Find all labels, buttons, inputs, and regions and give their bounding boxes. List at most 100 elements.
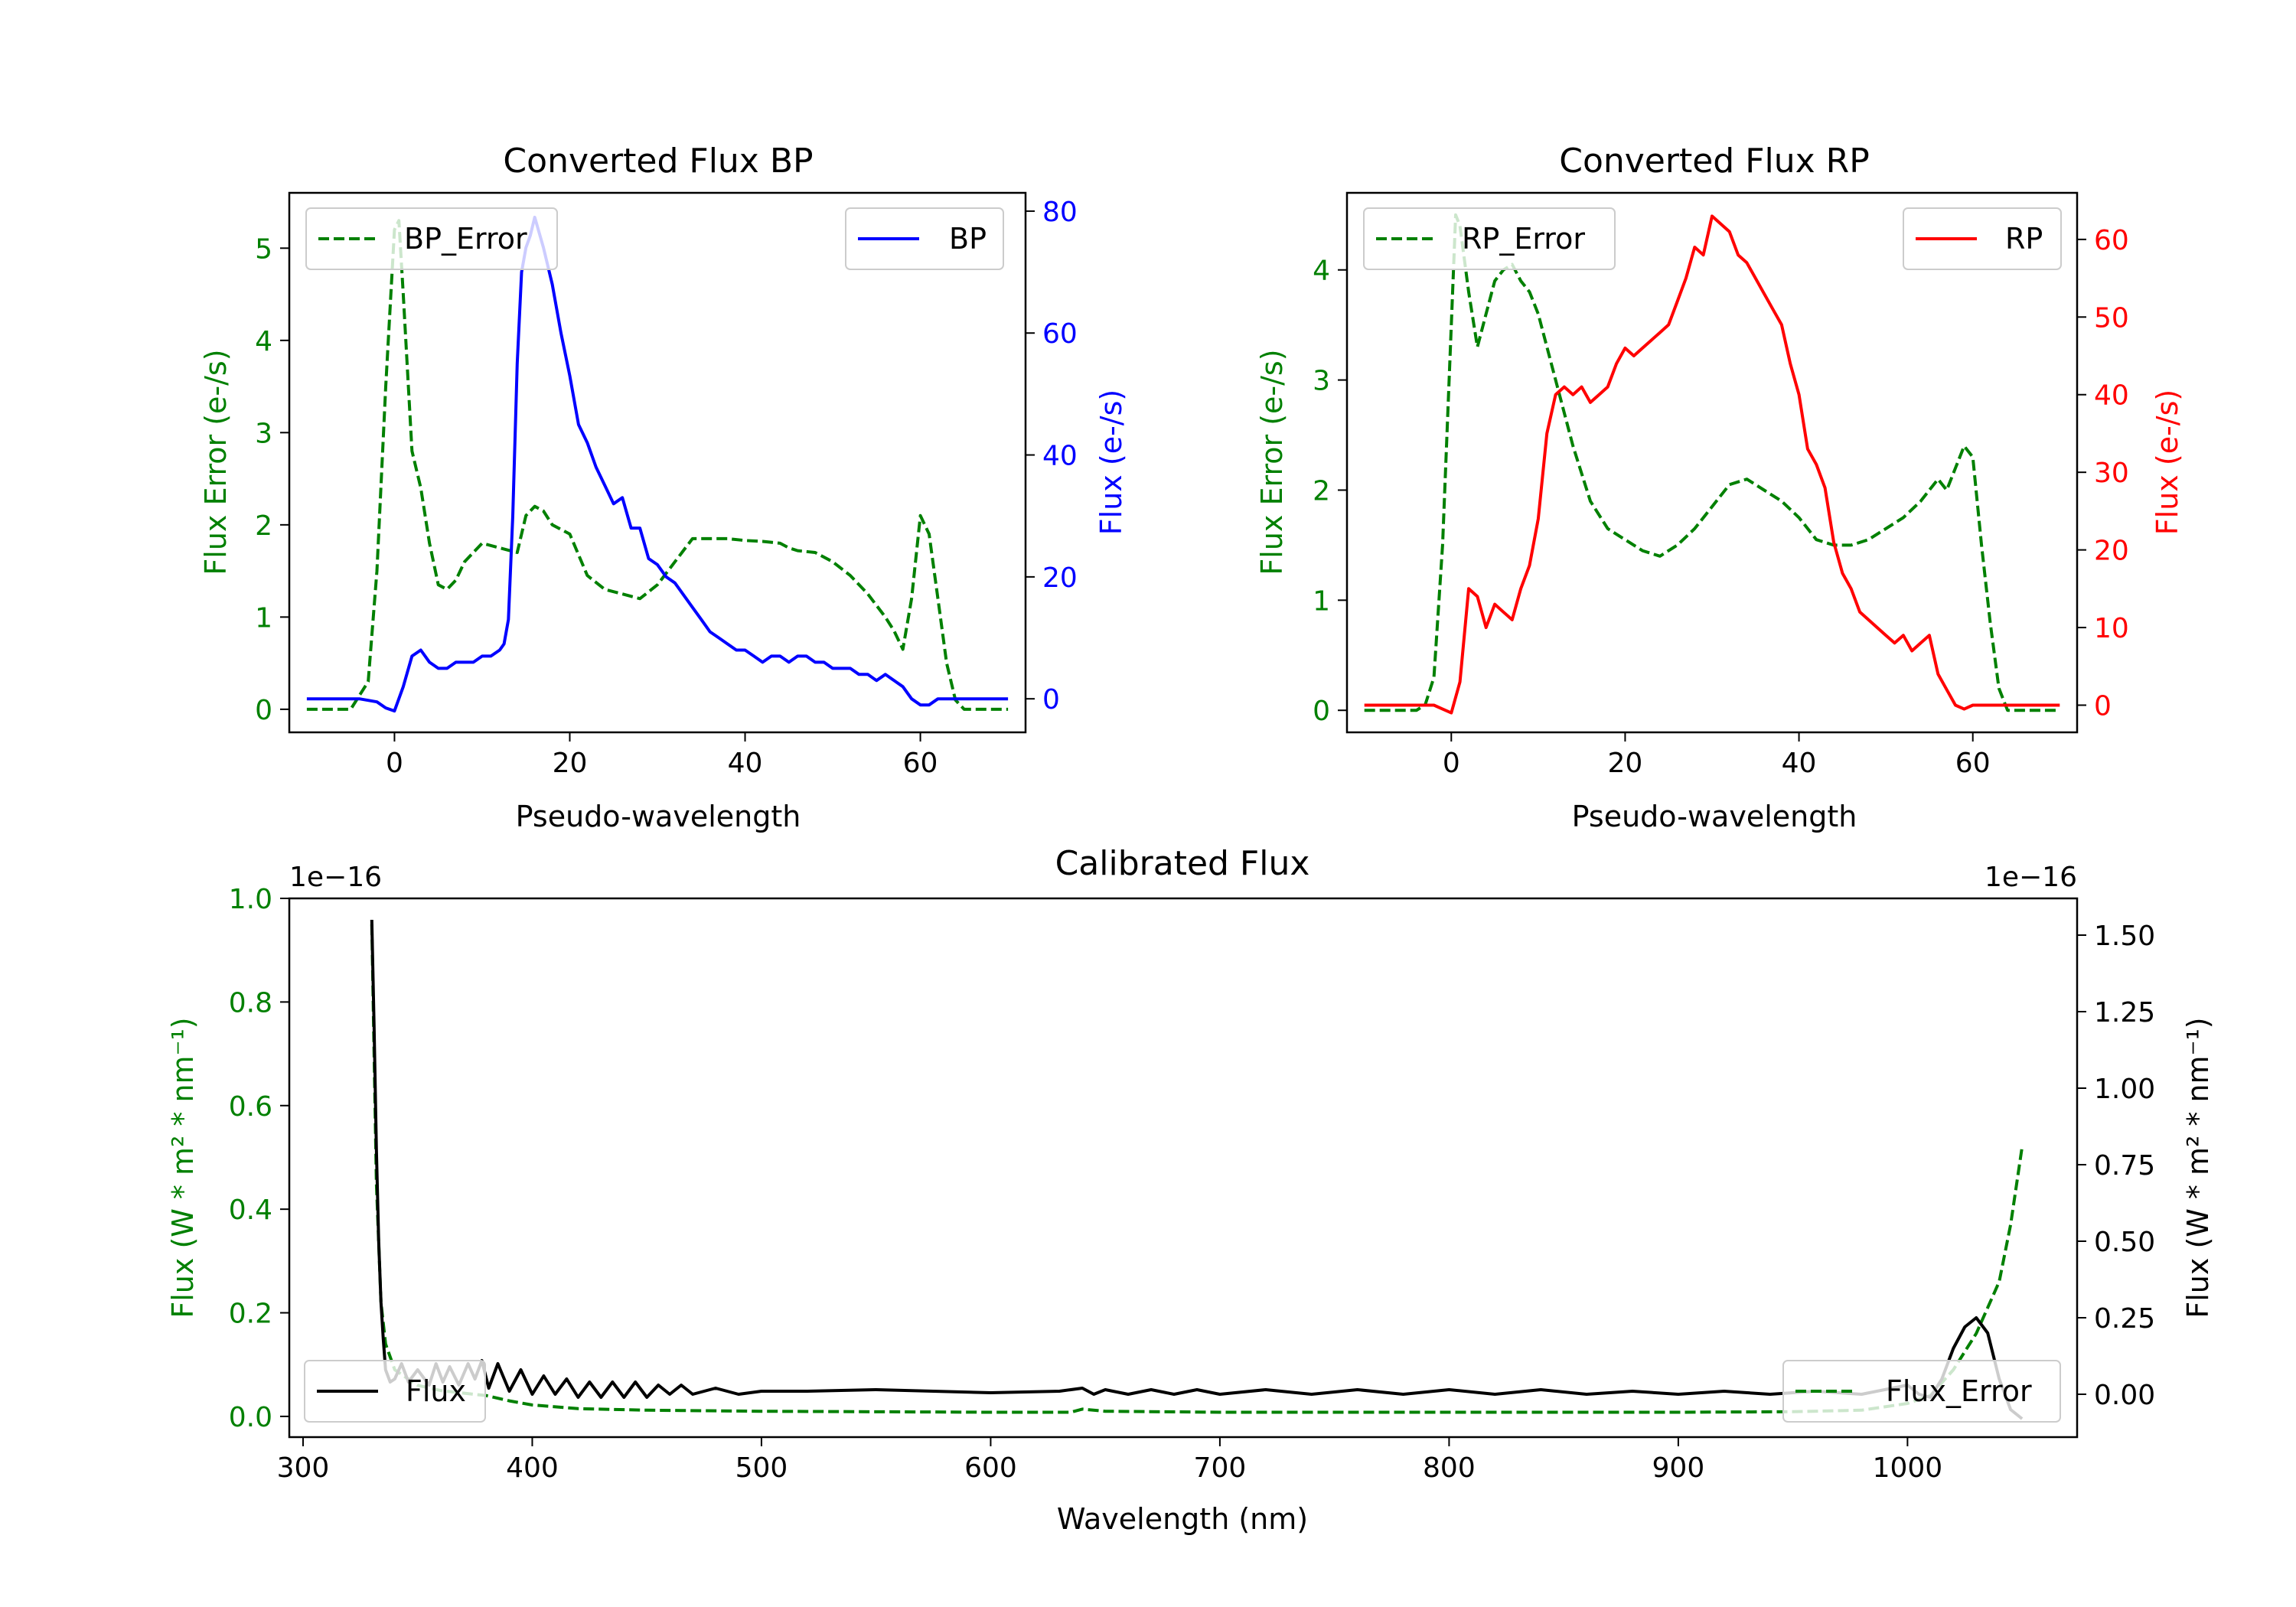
rp-y-right-tick-label: 50 [2094,302,2129,334]
calibrated-y-label-right: Flux (W * m² * nm⁻¹) [2181,1017,2215,1318]
calibrated-y-label-left: Flux (W * m² * nm⁻¹) [166,1017,200,1318]
rp-y-right-tick-label: 60 [2094,225,2129,256]
rp-y-label-left: Flux Error (e-/s) [1255,349,1289,575]
bp-y-right-tick-label: 0 [1042,684,1060,715]
bp-legend-error-box [305,207,558,270]
bp-y-label-left: Flux Error (e-/s) [199,349,233,575]
rp-y-right-tick-label: 0 [2094,690,2112,722]
panel-rp: Converted Flux RP 0 20 40 60012340102030405… [1255,142,2184,833]
bp-y-left-tick-label: 2 [255,510,272,542]
calibrated-y-right-tick-label: 0.50 [2094,1227,2155,1258]
rp-x-label: Pseudo-wavelength [1572,800,1857,833]
calibrated-x-tick-label: 700 [1194,1452,1247,1484]
bp-legend-error-label: BP_Error [404,222,527,256]
bp-y-right-tick-label: 60 [1042,318,1078,350]
bp-y-left-tick-label: 1 [255,602,272,634]
bp-legend-flux: BP [845,207,1004,270]
calibrated-ticks: 300 400 500 600 700 800 900 1000 0.0 0.2 0.4 0.6 0.8… [229,884,2155,1484]
bp-x-tick-label: 20 [553,748,588,779]
calibrated-x-tick-label: 800 [1423,1452,1476,1484]
calibrated-x-label: Wavelength (nm) [1057,1502,1308,1536]
bp-title: Converted Flux BP [503,142,813,181]
calibrated-legend-error-box [1782,1360,2061,1423]
calibrated-legend-flux-label: Flux [406,1374,466,1408]
rp-x-tick-label: 60 [1955,748,1991,779]
calibrated-title: Calibrated Flux [1055,844,1310,883]
calibrated-legend-flux: Flux [304,1360,486,1423]
rp-y-left-tick-label: 3 [1313,366,1330,397]
bp-y-right-tick-label: 40 [1042,441,1078,472]
bp-y-right-tick-label: 80 [1042,197,1078,228]
rp-plot-area [1364,213,2060,715]
calibrated-y-left-tick-label: 1.0 [229,884,272,915]
calibrated-y-left-tick-label: 0.4 [229,1195,272,1226]
calibrated-legend-flux-box [304,1360,486,1423]
calibrated-y-left-tick-label: 0.8 [229,987,272,1019]
bp-y-left-tick-label: 5 [255,233,272,265]
panel-bp: Converted Flux BP 0 20 40 60 0 1 2 3 4 5 0 20 40 60 80… [199,142,1128,833]
rp-x-tick-label: 20 [1608,748,1643,779]
rp-legend-error-label: RP_Error [1462,222,1585,256]
calibrated-y-left-tick-label: 0.2 [229,1299,272,1330]
rp-x-tick-label: 0 [1443,748,1460,779]
bp-x-label: Pseudo-wavelength [516,800,801,833]
bp-legend-error: BP_Error [305,207,558,270]
rp-y-right-tick-label: 20 [2094,536,2129,567]
bp-series-bp-error-line [306,219,1009,711]
calibrated-x-tick-label: 500 [735,1452,788,1484]
calibrated-x-tick-label: 1000 [1873,1452,1943,1484]
rp-y-right-tick-label: 30 [2094,458,2129,489]
rp-series-rp-line [1364,214,2060,715]
rp-title: Converted Flux RP [1559,142,1870,181]
calibrated-x-tick-label: 300 [277,1452,330,1484]
bp-legend-flux-box [845,207,1004,270]
panel-calibrated: Calibrated Flux 1e−16 1e−16 300 400 500 600… [166,844,2215,1536]
bp-series-bp-line [306,215,1009,713]
rp-y-right-tick-label: 40 [2094,380,2129,412]
bp-plot-area [306,215,1009,713]
calibrated-offset-left: 1e−16 [289,862,382,893]
calibrated-offset-right: 1e−16 [1985,862,2077,893]
calibrated-x-tick-label: 900 [1652,1452,1705,1484]
rp-y-label-right: Flux (e-/s) [2151,390,2184,535]
rp-x-tick-label: 40 [1782,748,1817,779]
rp-legend-error: RP_Error [1363,207,1616,270]
rp-y-left-tick-label: 0 [1313,696,1330,727]
bp-y-label-right: Flux (e-/s) [1094,390,1128,535]
bp-ticks: 0 20 40 60 0 1 2 3 4 5 0 20 40 60 80 [255,197,1078,779]
calibrated-y-right-tick-label: 1.50 [2094,921,2155,952]
calibrated-x-tick-label: 400 [506,1452,559,1484]
rp-axes-frame [1345,191,2079,734]
bp-y-left-tick-label: 0 [255,695,272,726]
rp-y-left-tick-label: 2 [1313,475,1330,507]
calibrated-y-right-tick-label: 1.00 [2094,1074,2155,1105]
bp-y-right-tick-label: 20 [1042,562,1078,594]
rp-series-rp-error-line [1364,213,2060,712]
rp-legend-error-box [1363,207,1616,270]
calibrated-legend-error-label: Flux_Error [1886,1374,2032,1408]
calibrated-axes-frame [288,897,2079,1439]
bp-y-left-tick-label: 4 [255,326,272,357]
rp-y-right-tick-label: 10 [2094,613,2129,644]
rp-legend-flux-label: RP [2005,222,2043,256]
calibrated-y-right-tick-label: 1.25 [2094,997,2155,1028]
bp-y-left-tick-label: 3 [255,418,272,449]
calibrated-y-right-tick-label: 0.75 [2094,1150,2155,1182]
calibrated-legend-error: Flux_Error [1782,1360,2061,1423]
calibrated-y-right-tick-label: 0.25 [2094,1303,2155,1335]
calibrated-y-left-tick-label: 0.0 [229,1402,272,1433]
bp-x-tick-label: 40 [728,748,763,779]
bp-x-tick-label: 60 [903,748,938,779]
rp-legend-flux-box [1903,207,2062,270]
bp-axes-frame [288,191,1027,734]
calibrated-y-right-tick-label: 0.00 [2094,1380,2155,1411]
rp-y-left-tick-label: 4 [1313,256,1330,287]
bp-x-tick-label: 0 [386,748,403,779]
calibrated-x-tick-label: 600 [964,1452,1017,1484]
rp-legend-flux: RP [1903,207,2062,270]
bp-legend-flux-label: BP [949,222,987,256]
rp-y-left-tick-label: 1 [1313,585,1330,617]
calibrated-y-left-tick-label: 0.6 [229,1091,272,1123]
